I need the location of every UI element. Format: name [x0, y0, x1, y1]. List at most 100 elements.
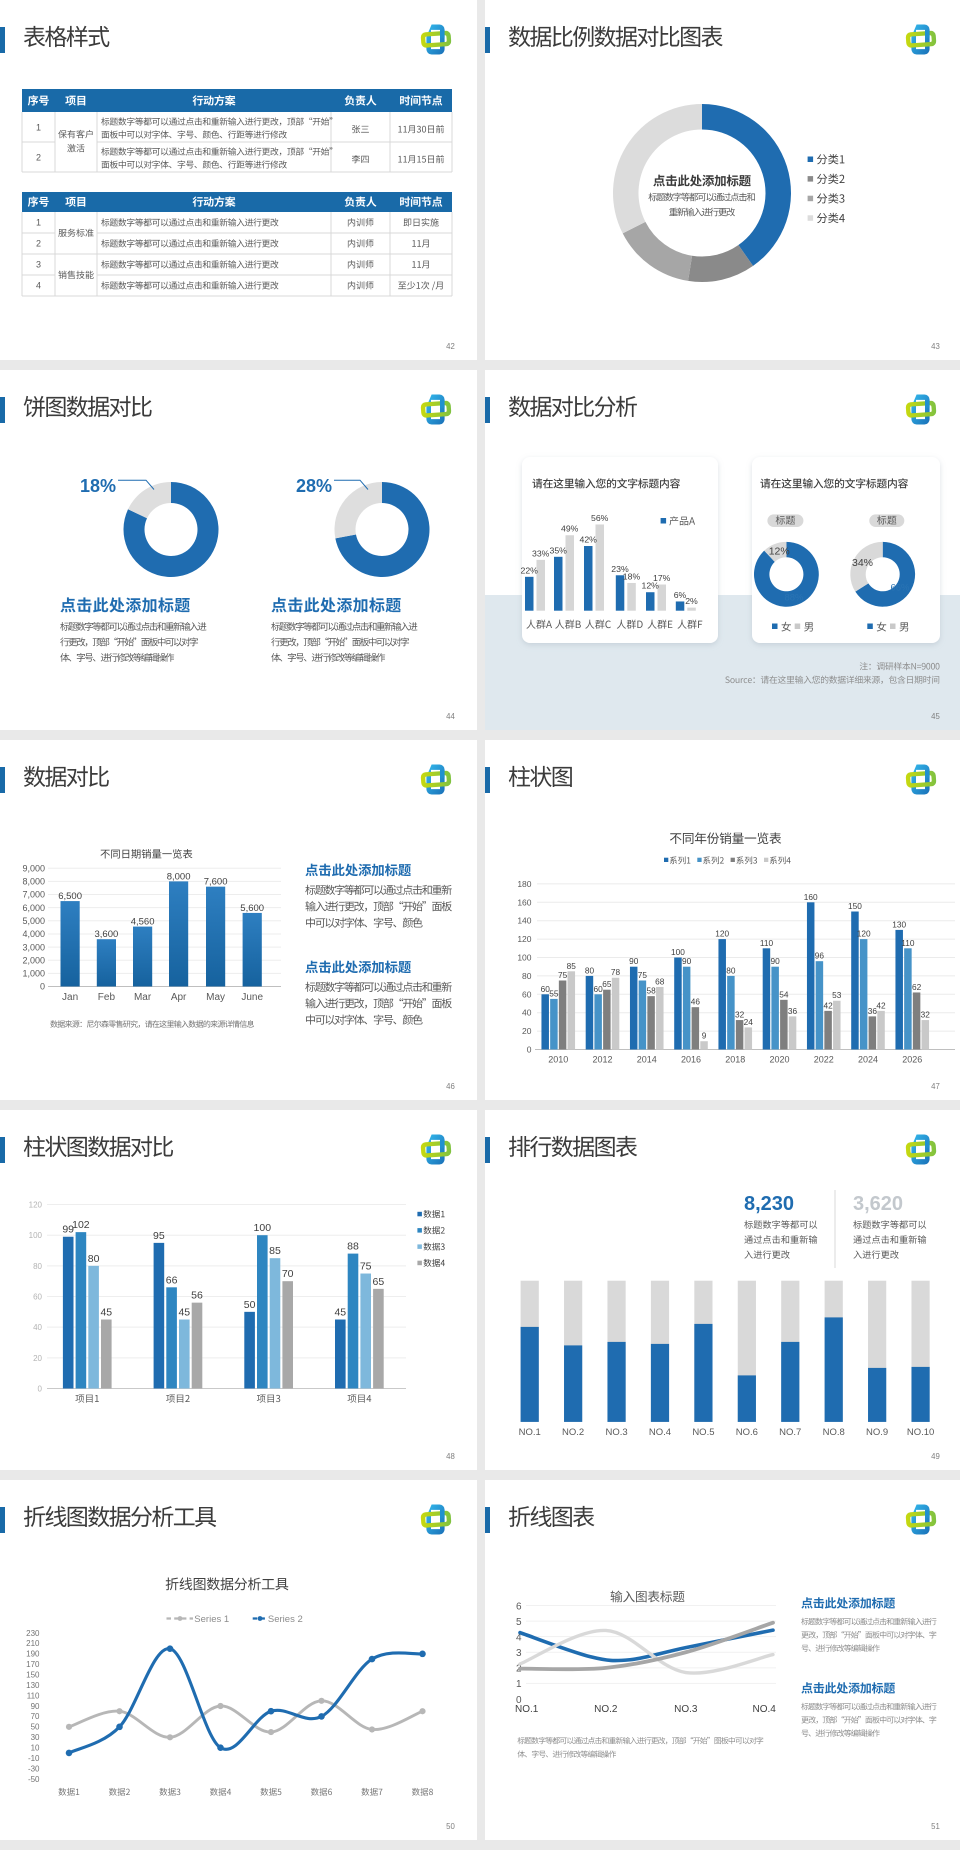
svg-text:22%: 22% — [521, 565, 539, 575]
svg-text:4,560: 4,560 — [131, 917, 155, 928]
svg-text:120: 120 — [857, 929, 871, 939]
svg-text:6,000: 6,000 — [22, 903, 45, 913]
svg-text:-10: -10 — [28, 1754, 40, 1763]
svg-text:140: 140 — [517, 916, 531, 926]
svg-text:50: 50 — [446, 1822, 455, 1831]
svg-text:75: 75 — [558, 970, 568, 980]
svg-text:80: 80 — [522, 971, 532, 981]
svg-text:130: 130 — [892, 919, 906, 929]
svg-text:44: 44 — [446, 712, 455, 721]
svg-text:0: 0 — [527, 1045, 532, 1055]
svg-text:NO.4: NO.4 — [649, 1427, 671, 1438]
svg-text:Jan: Jan — [62, 992, 78, 1003]
svg-text:50: 50 — [31, 1723, 40, 1732]
svg-text:1: 1 — [36, 218, 41, 228]
svg-text:36: 36 — [868, 1006, 878, 1016]
svg-text:100: 100 — [517, 953, 531, 963]
svg-text:NO.4: NO.4 — [753, 1704, 777, 1715]
svg-text:49%: 49% — [561, 524, 579, 534]
svg-text:60: 60 — [541, 984, 551, 994]
svg-text:NO.1: NO.1 — [515, 1704, 539, 1715]
svg-text:190: 190 — [26, 1650, 40, 1659]
svg-text:3,000: 3,000 — [22, 942, 45, 952]
svg-text:100: 100 — [254, 1222, 272, 1234]
svg-text:70: 70 — [282, 1268, 294, 1280]
svg-text:65: 65 — [373, 1276, 385, 1288]
svg-text:2022: 2022 — [814, 1055, 834, 1065]
svg-text:5,000: 5,000 — [22, 916, 45, 926]
svg-text:3,620: 3,620 — [853, 1193, 903, 1215]
svg-text:45: 45 — [931, 712, 940, 721]
svg-text:2024: 2024 — [858, 1055, 878, 1065]
svg-text:42: 42 — [823, 1000, 833, 1010]
svg-text:10: 10 — [31, 1744, 40, 1753]
svg-text:1,000: 1,000 — [22, 969, 45, 979]
svg-text:40: 40 — [522, 1008, 532, 1018]
svg-text:2: 2 — [36, 239, 41, 249]
svg-text:2014: 2014 — [637, 1055, 657, 1065]
svg-text:NO.5: NO.5 — [692, 1427, 714, 1438]
svg-text:Mar: Mar — [134, 992, 152, 1003]
svg-text:4,000: 4,000 — [22, 929, 45, 939]
svg-text:170: 170 — [26, 1660, 40, 1669]
svg-text:32: 32 — [735, 1010, 745, 1020]
svg-text:2016: 2016 — [681, 1055, 701, 1065]
svg-text:56%: 56% — [591, 513, 609, 523]
svg-text:48: 48 — [446, 1452, 455, 1461]
svg-text:2: 2 — [36, 153, 41, 163]
svg-text:50: 50 — [244, 1299, 256, 1311]
svg-text:NO.7: NO.7 — [779, 1427, 801, 1438]
svg-text:46: 46 — [691, 997, 701, 1007]
svg-text:May: May — [206, 992, 225, 1003]
svg-text:1: 1 — [516, 1679, 522, 1690]
svg-text:NO.6: NO.6 — [736, 1427, 758, 1438]
svg-text:130: 130 — [26, 1681, 40, 1690]
svg-text:-50: -50 — [28, 1775, 40, 1784]
svg-text:1: 1 — [36, 123, 41, 133]
svg-text:45: 45 — [334, 1307, 346, 1319]
svg-text:2%: 2% — [685, 596, 698, 606]
svg-text:34%: 34% — [852, 557, 873, 569]
svg-text:180: 180 — [517, 879, 531, 889]
svg-text:95: 95 — [153, 1230, 165, 1242]
svg-text:2026: 2026 — [902, 1055, 922, 1065]
svg-text:12%: 12% — [769, 546, 790, 558]
svg-text:68: 68 — [655, 976, 665, 986]
svg-text:102: 102 — [72, 1219, 90, 1231]
svg-text:28%: 28% — [296, 476, 332, 496]
svg-text:120: 120 — [517, 934, 531, 944]
svg-text:33%: 33% — [532, 548, 550, 558]
svg-text:46: 46 — [446, 1082, 455, 1091]
svg-text:42%: 42% — [580, 535, 598, 545]
svg-text:8,000: 8,000 — [167, 871, 191, 882]
svg-text:90: 90 — [771, 956, 781, 966]
svg-text:110: 110 — [901, 938, 915, 948]
svg-text:3,600: 3,600 — [95, 929, 119, 940]
svg-text:-30: -30 — [28, 1764, 40, 1773]
svg-text:8,000: 8,000 — [22, 877, 45, 887]
svg-text:43: 43 — [931, 342, 940, 351]
svg-text:30: 30 — [31, 1733, 40, 1742]
svg-text:NO.8: NO.8 — [823, 1427, 845, 1438]
svg-text:60: 60 — [594, 984, 604, 994]
svg-text:NO.2: NO.2 — [594, 1704, 618, 1715]
svg-text:NO.10: NO.10 — [907, 1427, 934, 1438]
svg-text:88%: 88% — [784, 593, 804, 604]
svg-text:0: 0 — [516, 1695, 522, 1706]
svg-text:62: 62 — [912, 982, 922, 992]
svg-text:75: 75 — [638, 970, 648, 980]
svg-text:80: 80 — [88, 1253, 100, 1265]
svg-text:2018: 2018 — [725, 1055, 745, 1065]
svg-text:3: 3 — [516, 1648, 522, 1659]
svg-text:60: 60 — [33, 1293, 42, 1302]
svg-text:8,230: 8,230 — [744, 1193, 794, 1215]
svg-text:32: 32 — [921, 1010, 931, 1020]
svg-text:Apr: Apr — [171, 992, 187, 1003]
svg-text:75: 75 — [360, 1261, 372, 1273]
svg-text:18%: 18% — [623, 571, 641, 581]
svg-text:23%: 23% — [611, 564, 629, 574]
svg-text:June: June — [241, 992, 263, 1003]
svg-text:7,000: 7,000 — [22, 890, 45, 900]
svg-text:NO.3: NO.3 — [605, 1427, 627, 1438]
svg-text:65: 65 — [602, 979, 612, 989]
